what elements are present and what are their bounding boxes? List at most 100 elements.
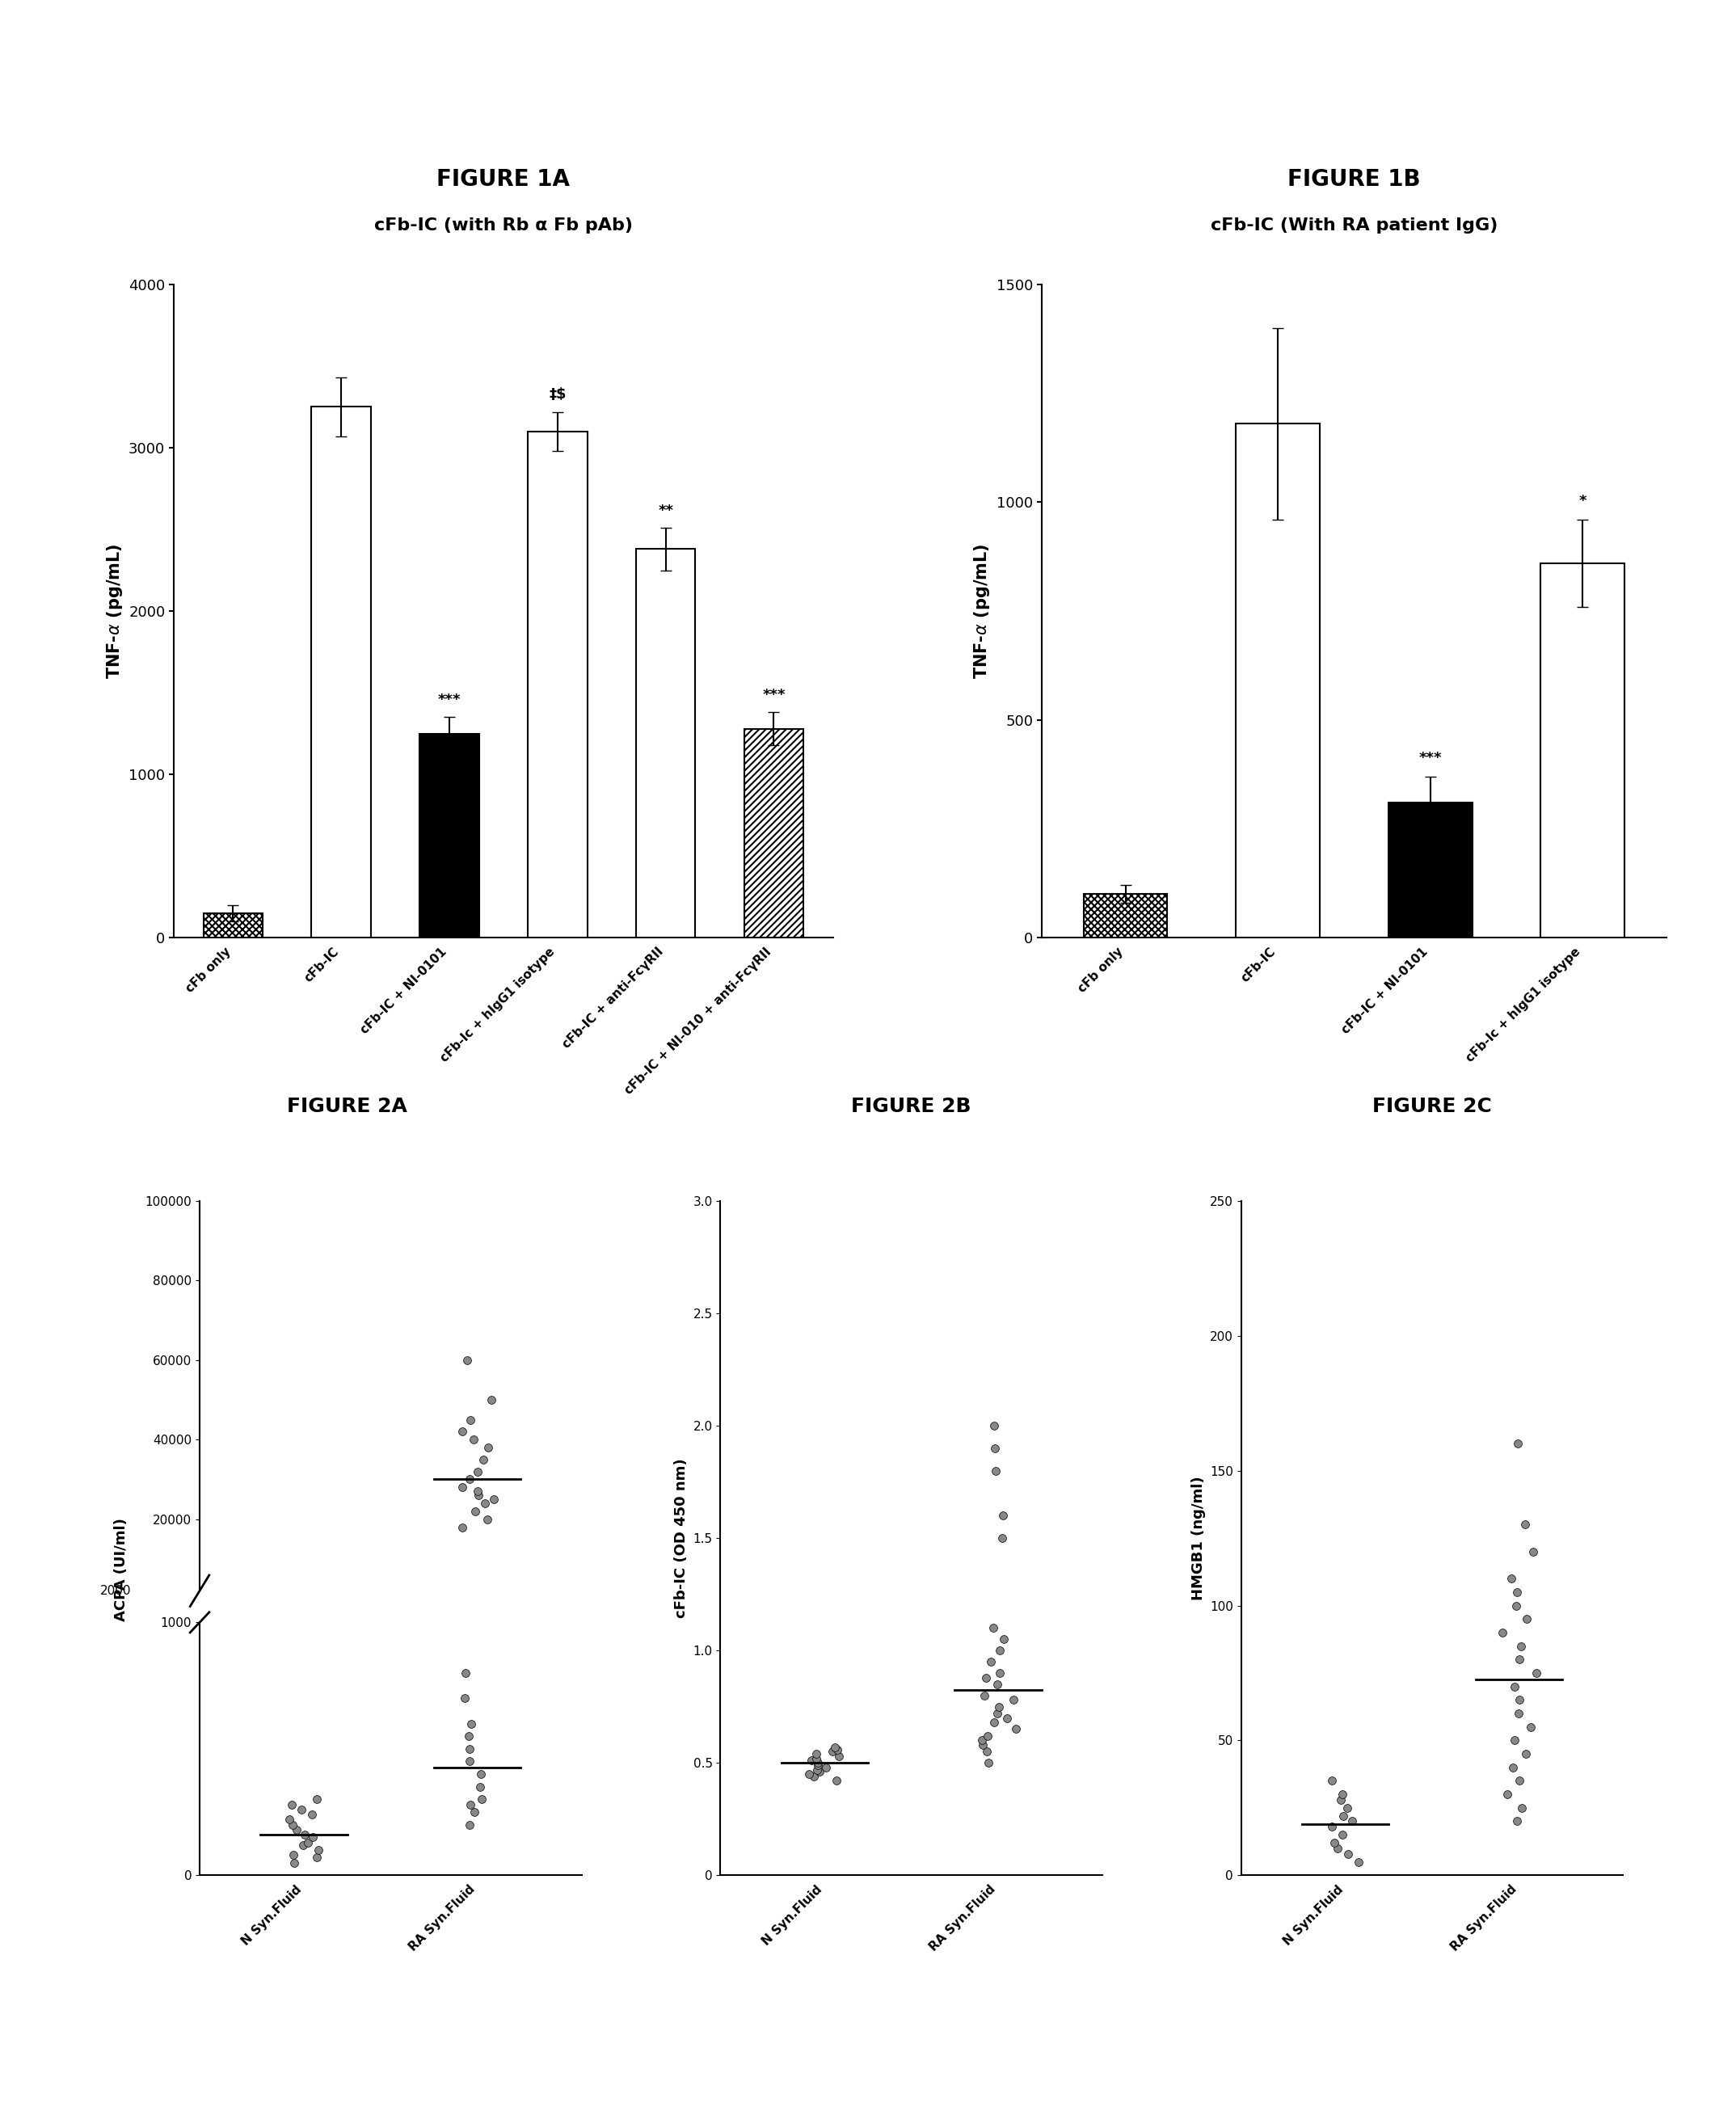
Point (304, 1783, 332, 1816)
Point (481, 1483, 509, 1517)
Point (451, 1681, 479, 1715)
Point (1344, 1846, 1371, 1879)
Bar (1236, 424, 1319, 938)
Point (800, 1759, 828, 1793)
Point (1505, 1643, 1533, 1677)
Point (1510, 1509, 1538, 1542)
Bar (1389, 803, 1472, 938)
Point (984, 1690, 1012, 1724)
Point (981, 1431, 1009, 1464)
Point (1512, 1736, 1540, 1770)
Text: 2000: 2000 (99, 1584, 130, 1597)
Point (455, 1462, 483, 1496)
Y-axis label: TNF-$\alpha$ (pg/mL): TNF-$\alpha$ (pg/mL) (104, 544, 123, 678)
Point (290, 1818, 318, 1852)
Point (448, 1414, 476, 1448)
Point (804, 1753, 832, 1787)
Point (1505, 1683, 1533, 1717)
Point (457, 1732, 484, 1766)
Text: cFb-IC (with Rb α Fb pAb): cFb-IC (with Rb α Fb pAb) (375, 217, 632, 234)
Point (1321, 1827, 1349, 1860)
Point (993, 1700, 1021, 1734)
Point (458, 1707, 486, 1740)
Text: FIGURE 1B: FIGURE 1B (1288, 169, 1420, 190)
Point (467, 1757, 495, 1791)
Text: FIGURE 2A: FIGURE 2A (286, 1096, 408, 1117)
Point (977, 1646, 1005, 1679)
Point (1505, 1764, 1533, 1797)
Point (457, 1403, 484, 1437)
Point (1502, 1589, 1529, 1622)
Point (1326, 1783, 1354, 1816)
Bar (528, 432, 587, 938)
Point (1333, 1791, 1361, 1825)
Bar (745, 729, 804, 938)
Point (451, 1656, 479, 1690)
Point (1318, 1764, 1345, 1797)
Point (279, 1837, 307, 1871)
Text: FIGURE 2B: FIGURE 2B (851, 1096, 972, 1117)
Point (1002, 1713, 1029, 1747)
Point (464, 1454, 491, 1488)
Point (802, 1742, 830, 1776)
Point (1330, 1799, 1358, 1833)
Point (1517, 1711, 1545, 1745)
Point (302, 1842, 330, 1875)
Point (469, 1783, 496, 1816)
Point (974, 1747, 1002, 1780)
Y-axis label: cFb-IC (OD 450 nm): cFb-IC (OD 450 nm) (674, 1458, 689, 1618)
Point (1512, 1601, 1540, 1635)
Bar (635, 550, 696, 938)
Point (283, 1812, 311, 1846)
Point (1507, 1629, 1535, 1662)
Point (812, 1751, 840, 1785)
Point (1509, 1791, 1536, 1825)
Point (465, 1479, 493, 1513)
Point (1503, 1426, 1531, 1460)
Y-axis label: TNF-$\alpha$ (pg/mL): TNF-$\alpha$ (pg/mL) (972, 544, 991, 678)
Point (1505, 1696, 1533, 1730)
Bar (1083, 893, 1167, 938)
Text: **: ** (658, 504, 674, 518)
Point (467, 1770, 495, 1804)
Text: ***: *** (437, 693, 460, 708)
Point (972, 1734, 1000, 1768)
Point (1325, 1831, 1352, 1865)
Point (1000, 1683, 1028, 1717)
Point (1503, 1576, 1531, 1610)
Point (983, 1667, 1010, 1700)
Point (304, 1833, 332, 1867)
Text: ACPA (UI/ml): ACPA (UI/ml) (115, 1517, 128, 1622)
Point (462, 1494, 490, 1528)
Text: FIGURE 2C: FIGURE 2C (1373, 1096, 1491, 1117)
Text: ***: *** (762, 687, 785, 702)
Point (278, 1787, 306, 1820)
Point (1500, 1751, 1528, 1785)
Y-axis label: HMGB1 (ng/ml): HMGB1 (ng/ml) (1191, 1477, 1205, 1599)
Point (1519, 1534, 1547, 1568)
Point (983, 1696, 1010, 1730)
Point (470, 1485, 498, 1519)
Point (477, 1382, 505, 1416)
Point (299, 1820, 326, 1854)
Bar (203, 912, 262, 938)
Point (981, 1410, 1009, 1443)
Point (986, 1633, 1014, 1667)
Point (979, 1612, 1007, 1646)
Point (823, 1732, 851, 1766)
Point (453, 1344, 481, 1378)
Point (1502, 1669, 1529, 1702)
Point (1318, 1810, 1345, 1844)
Point (802, 1736, 830, 1770)
Point (290, 1829, 318, 1863)
Point (460, 1795, 488, 1829)
Point (825, 1738, 852, 1772)
Point (1328, 1778, 1356, 1812)
Point (969, 1728, 996, 1761)
Text: ***: *** (1418, 750, 1443, 765)
Bar (311, 407, 372, 938)
Point (823, 1764, 851, 1797)
Point (1498, 1561, 1526, 1595)
Point (795, 1757, 823, 1791)
Bar (420, 733, 479, 938)
